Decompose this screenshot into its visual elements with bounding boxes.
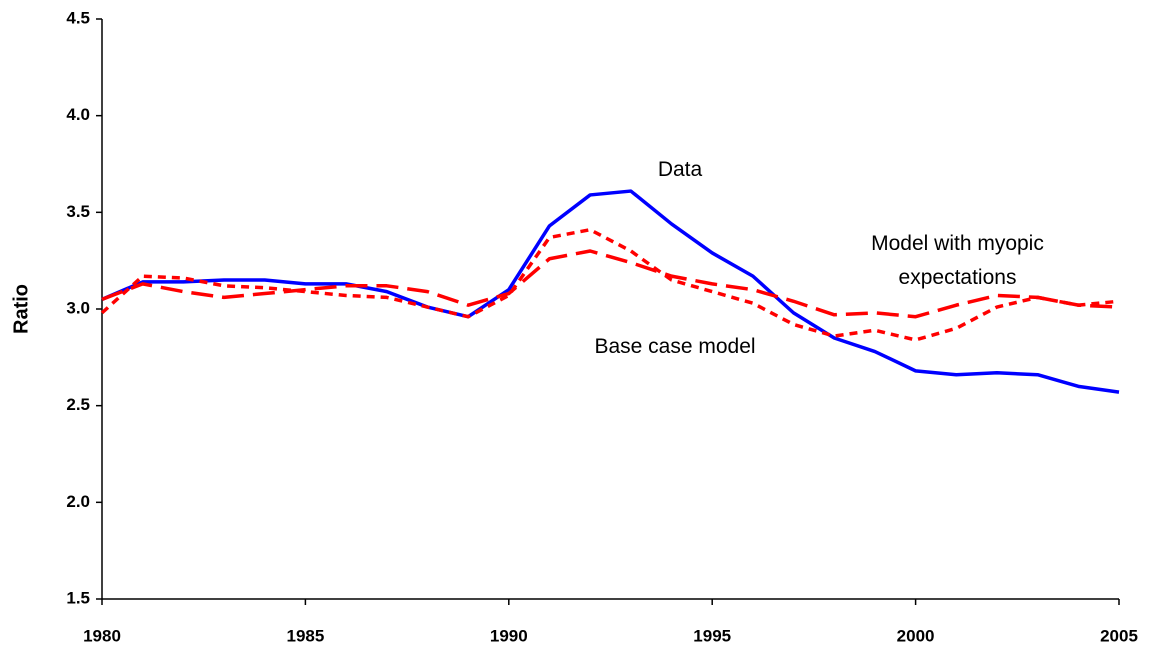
y-tick-label: 2.0 xyxy=(66,492,90,511)
y-tick-label: 4.0 xyxy=(66,105,90,124)
series-line xyxy=(100,227,1120,342)
series-line xyxy=(101,249,1120,319)
x-tick-label: 2000 xyxy=(897,626,935,645)
series-line xyxy=(101,189,1120,394)
x-tick-label: 2005 xyxy=(1100,626,1138,645)
y-tick-label: 3.5 xyxy=(66,202,90,221)
x-tick-label: 1985 xyxy=(286,626,324,645)
y-tick-label: 1.5 xyxy=(66,588,90,607)
y-tick-label: 3.0 xyxy=(66,298,90,317)
x-tick-label: 1980 xyxy=(83,626,121,645)
y-tick-label: 2.5 xyxy=(66,395,90,414)
y-axis-label: Ratio xyxy=(10,284,32,334)
x-tick-label: 1995 xyxy=(693,626,731,645)
series-annotation: Data xyxy=(657,158,703,181)
y-tick-label: 4.5 xyxy=(66,8,90,27)
series-annotation: Model with myopic expectations xyxy=(871,232,1044,289)
series-annotation: Base case model xyxy=(594,335,756,358)
x-tick-label: 1990 xyxy=(490,626,528,645)
